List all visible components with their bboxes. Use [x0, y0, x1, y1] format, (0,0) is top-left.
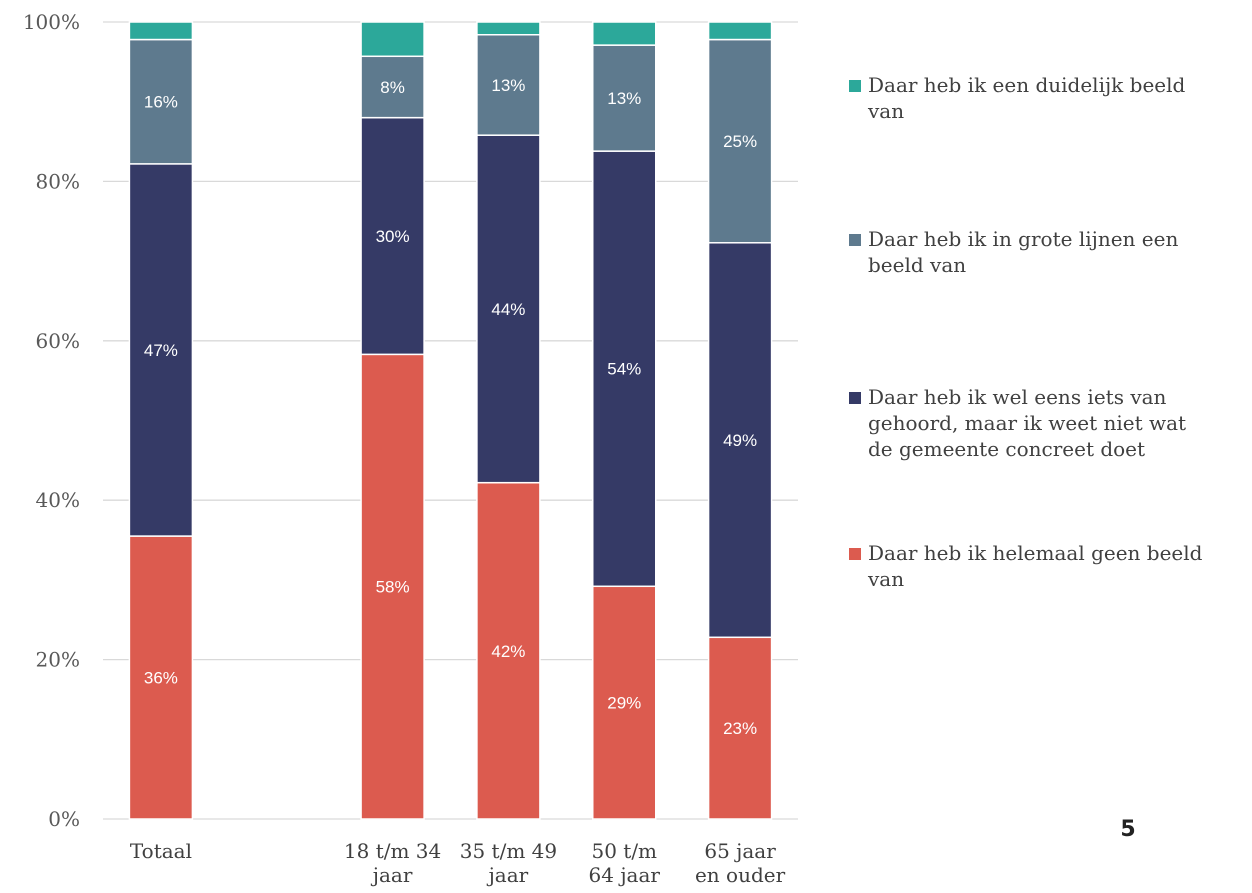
- bar-segment-grote_lijnen: [128, 38, 194, 165]
- bar-segment-wel_eens: [360, 116, 425, 356]
- x-tick-label: jaar: [487, 863, 529, 887]
- y-tick-label: 100%: [23, 10, 80, 34]
- data-label: 29%: [607, 694, 641, 713]
- bar-segment-duidelijk: [360, 21, 425, 58]
- bar-segment-grote_lijnen: [707, 38, 773, 244]
- gridlines: [103, 21, 798, 820]
- legend-entry-duidelijk: Daar heb ik een duidelijk beeld: [868, 73, 1186, 97]
- bar-segment-wel_eens: [592, 150, 657, 588]
- x-tick-label: jaar: [371, 863, 413, 887]
- x-tick-label: 65 jaar: [704, 839, 776, 863]
- data-label: 8%: [380, 78, 405, 97]
- legend-swatch-duidelijk: [849, 80, 861, 92]
- bar-segment-grote_lijnen: [360, 55, 425, 119]
- data-label: 16%: [144, 93, 178, 112]
- bar-segment-wel_eens: [476, 134, 541, 484]
- x-tick-label: en ouder: [695, 863, 786, 887]
- data-label: 23%: [723, 719, 757, 738]
- y-tick-label: 80%: [36, 169, 80, 193]
- legend-entry-grote_lijnen: Daar heb ik in grote lijnen een: [868, 227, 1178, 251]
- legend-swatch-grote_lijnen: [849, 234, 861, 246]
- y-tick-label: 20%: [36, 648, 80, 672]
- legend-entry-wel_eens: gehoord, maar ik weet niet wat: [868, 411, 1186, 435]
- x-tick-label: 50 t/m: [591, 839, 657, 863]
- y-tick-label: 40%: [36, 488, 80, 512]
- bars: [128, 21, 773, 820]
- data-label: 36%: [144, 669, 178, 688]
- x-tick-label: 64 jaar: [589, 863, 661, 887]
- y-axis-tick-labels: 0% 20% 40% 60% 80% 100%: [23, 10, 80, 831]
- bar-segment-geen: [707, 636, 773, 820]
- bar-segment-geen: [128, 535, 194, 820]
- bar-segment-grote_lijnen: [476, 34, 541, 136]
- data-label: 58%: [376, 578, 410, 597]
- legend-entry-wel_eens: Daar heb ik wel eens iets van: [868, 385, 1167, 409]
- x-tick-label: 18 t/m 34: [344, 839, 441, 863]
- data-label: 42%: [491, 642, 525, 661]
- legend-entry-geen: van: [867, 567, 904, 591]
- bar-segment-duidelijk: [707, 21, 773, 41]
- bar-segment-duidelijk: [476, 21, 541, 36]
- bar-segment-duidelijk: [128, 21, 194, 41]
- legend-entry-wel_eens: de gemeente concreet doet: [868, 437, 1145, 461]
- legend-swatch-geen: [849, 548, 861, 560]
- x-tick-label: Totaal: [130, 839, 192, 863]
- data-label: 13%: [607, 89, 641, 108]
- bar-segment-duidelijk: [592, 21, 657, 46]
- data-label: 44%: [491, 300, 525, 319]
- x-tick-label: 35 t/m 49: [460, 839, 557, 863]
- page-number: 5: [1120, 817, 1135, 842]
- legend-swatch-wel_eens: [849, 392, 861, 404]
- bar-segment-wel_eens: [128, 163, 194, 537]
- legend-entry-grote_lijnen: beeld van: [868, 253, 966, 277]
- y-tick-label: 0%: [48, 807, 80, 831]
- bar-segment-wel_eens: [707, 242, 773, 639]
- legend-entry-duidelijk: van: [867, 99, 904, 123]
- data-label: 25%: [723, 132, 757, 151]
- legend-entry-geen: Daar heb ik helemaal geen beeld: [868, 541, 1203, 565]
- y-tick-label: 60%: [36, 329, 80, 353]
- data-label: 54%: [607, 360, 641, 379]
- data-label: 49%: [723, 431, 757, 450]
- data-labels: 36% 47% 16% 58% 30% 8% 42% 44% 13% 29% 54% 13% 23% 49…: [144, 76, 757, 738]
- data-label: 13%: [491, 76, 525, 95]
- bar-segment-geen: [592, 585, 657, 820]
- bar-segment-geen: [476, 481, 541, 820]
- data-label: 47%: [144, 341, 178, 360]
- data-label: 30%: [376, 227, 410, 246]
